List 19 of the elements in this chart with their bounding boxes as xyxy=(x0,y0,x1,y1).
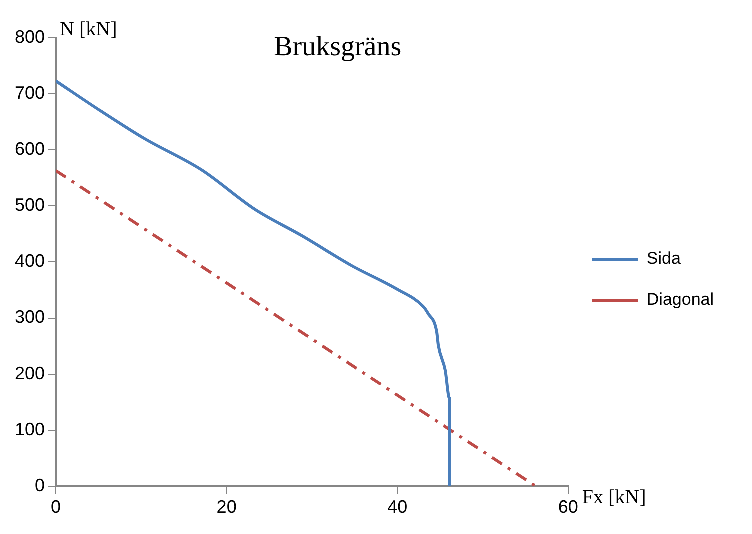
y-tick-label: 700 xyxy=(14,83,46,104)
x-tick-label: 20 xyxy=(216,497,237,518)
legend-label: Diagonal xyxy=(646,290,714,310)
y-tick-label: 0 xyxy=(35,475,46,496)
y-axis-title: N [kN] xyxy=(60,18,118,40)
y-tick-label: 100 xyxy=(14,419,46,440)
x-tick-label: 60 xyxy=(558,497,578,518)
y-tick-label: 300 xyxy=(14,307,46,328)
legend-label: Sida xyxy=(646,249,682,268)
x-tick-label: 0 xyxy=(51,497,62,518)
y-tick-label: 600 xyxy=(14,139,46,160)
x-tick-label: 40 xyxy=(388,497,408,518)
chart-title: Bruksgräns xyxy=(274,31,402,62)
line-series xyxy=(56,80,452,486)
y-tick-label: 200 xyxy=(14,363,46,384)
y-tick-label: 500 xyxy=(14,195,46,216)
y-tick-label: 800 xyxy=(14,26,46,47)
x-axis-title: Fx [kN] xyxy=(582,486,646,509)
y-tick-label: 400 xyxy=(14,251,46,272)
